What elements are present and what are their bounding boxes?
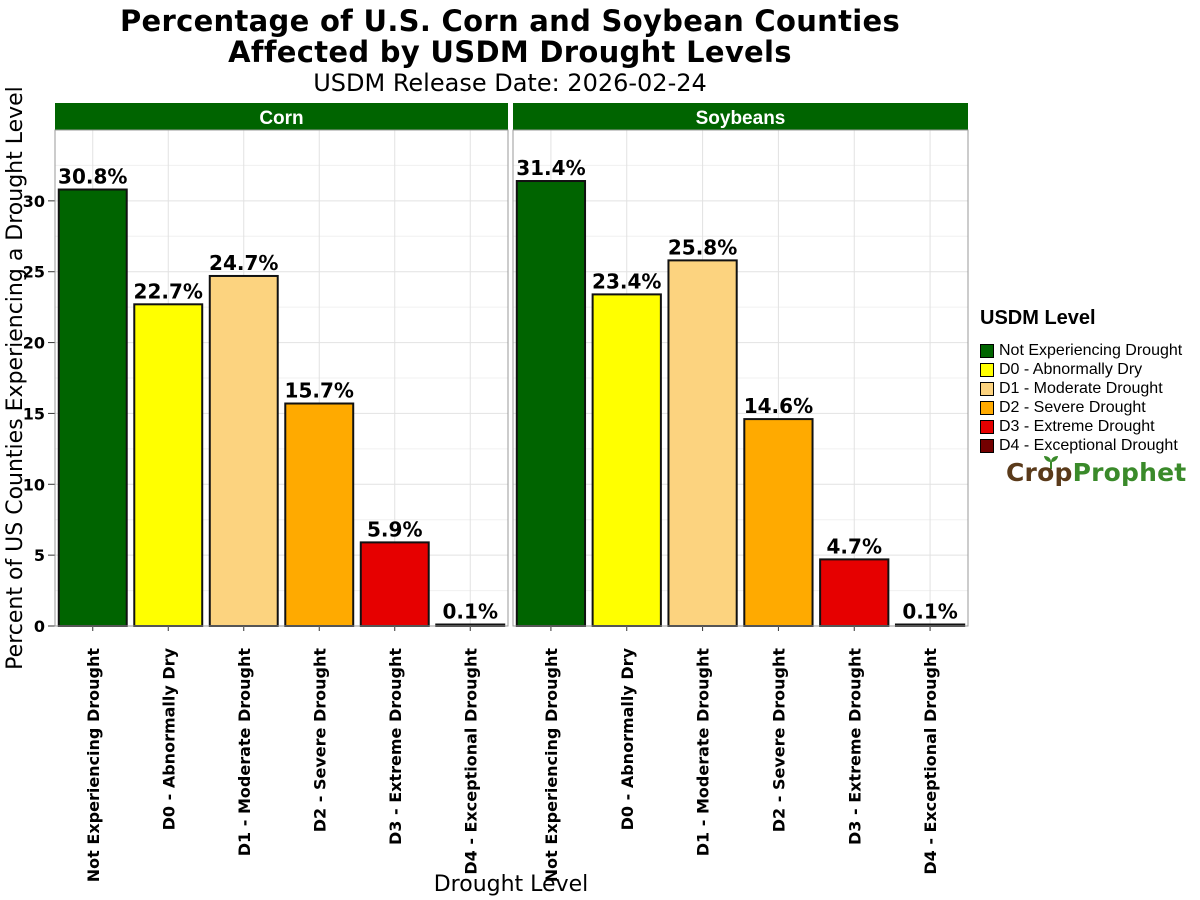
legend-label: D2 - Severe Drought: [999, 398, 1146, 416]
chart-subtitle: USDM Release Date: 2026-02-24: [313, 69, 707, 97]
facet-strip: [55, 103, 508, 130]
bar-data-label: 22.7%: [134, 279, 203, 303]
panel-border: [54, 129, 509, 627]
x-tick-label: D0 - Abnormally Dry: [618, 647, 637, 830]
legend-label: Not Experiencing Drought: [999, 341, 1183, 359]
legend-item: D2 - Severe Drought: [980, 398, 1182, 417]
x-axis-title: Drought Level: [434, 872, 589, 897]
cropprophet-logo: CropProphet: [1006, 458, 1186, 487]
x-tick-label: D0 - Abnormally Dry: [159, 647, 178, 830]
legend-label: D4 - Exceptional Drought: [999, 436, 1178, 454]
bar: [284, 402, 355, 627]
legend-item: D1 - Moderate Drought: [980, 379, 1182, 398]
bar-data-label: 5.9%: [367, 517, 422, 541]
bar: [743, 418, 814, 627]
bar-data-label: 0.1%: [902, 600, 957, 624]
bar: [133, 303, 204, 627]
bar-data-label: 14.6%: [744, 394, 813, 418]
legend-swatch: [980, 381, 994, 396]
legend: USDM Level Not Experiencing Drought D0 - …: [980, 307, 1182, 455]
bar: [57, 188, 128, 628]
y-axis-title: Percent of US Counties Experiencing a Dr…: [3, 86, 28, 670]
facet-strip-label: Corn: [259, 108, 303, 129]
legend-swatch: [980, 419, 994, 434]
x-tick-label: D4 - Exceptional Drought: [461, 648, 480, 875]
bar-data-label: 30.8%: [58, 165, 127, 189]
y-tick-label: 20: [23, 334, 45, 353]
bar-data-label: 31.4%: [516, 156, 585, 180]
x-tick-label: D1 - Moderate Drought: [235, 648, 254, 857]
legend-label: D1 - Moderate Drought: [999, 379, 1163, 397]
y-tick-label: 25: [23, 263, 45, 282]
legend-title: USDM Level: [980, 307, 1096, 329]
x-tick-label: D1 - Moderate Drought: [694, 648, 713, 857]
bar: [667, 259, 738, 627]
legend-item: D0 - Abnormally Dry: [980, 360, 1182, 379]
legend-swatch: [980, 400, 994, 415]
bar: [359, 541, 430, 627]
bar-data-label: 25.8%: [668, 235, 737, 259]
legend-label: D0 - Abnormally Dry: [999, 360, 1143, 378]
bar-data-label: 4.7%: [827, 534, 882, 558]
bar-data-label: 15.7%: [285, 379, 354, 403]
x-tick-label: D2 - Severe Drought: [310, 648, 329, 833]
x-tick-label: Not Experiencing Drought: [84, 648, 103, 883]
legend-swatch: [980, 438, 994, 453]
bar: [515, 180, 587, 627]
legend-swatch: [980, 343, 994, 358]
legend-item: D3 - Extreme Drought: [980, 417, 1182, 436]
panel-border: [512, 129, 969, 627]
facet-strip-label: Soybeans: [696, 108, 786, 129]
legend-item: D4 - Exceptional Drought: [980, 436, 1182, 455]
bar: [208, 274, 279, 627]
legend-swatch: [980, 362, 994, 377]
x-tick-label: D4 - Exceptional Drought: [921, 648, 940, 875]
facet-strip: [513, 103, 968, 130]
y-tick-label: 0: [34, 617, 45, 636]
y-tick-label: 5: [34, 546, 45, 565]
logo-text-prophet: Prophet: [1072, 458, 1187, 487]
y-tick-label: 10: [23, 475, 45, 494]
bar-data-label: 23.4%: [592, 269, 661, 293]
logo-text-crop: Crop: [1006, 458, 1073, 487]
y-tick-label: 15: [23, 404, 45, 423]
bar-data-label: 24.7%: [209, 251, 278, 275]
x-tick-label: D2 - Severe Drought: [769, 648, 788, 833]
logo-sprout-icon: [1044, 456, 1058, 469]
chart-title-line-2: Affected by USDM Drought Levels: [228, 35, 792, 69]
bar-data-label: 0.1%: [443, 600, 498, 624]
bar: [591, 293, 662, 627]
y-tick-label: 30: [23, 192, 45, 211]
legend-item: Not Experiencing Drought: [980, 341, 1182, 360]
x-tick-label: D3 - Extreme Drought: [845, 648, 864, 845]
bar: [819, 558, 890, 627]
x-tick-label: Not Experiencing Drought: [542, 648, 561, 883]
legend-label: D3 - Extreme Drought: [999, 417, 1155, 435]
chart-title-line-1: Percentage of U.S. Corn and Soybean Coun…: [119, 4, 901, 38]
x-tick-label: D3 - Extreme Drought: [386, 648, 405, 845]
chart-plot-area: Percent of US Counties Experiencing a Dr…: [3, 86, 969, 897]
